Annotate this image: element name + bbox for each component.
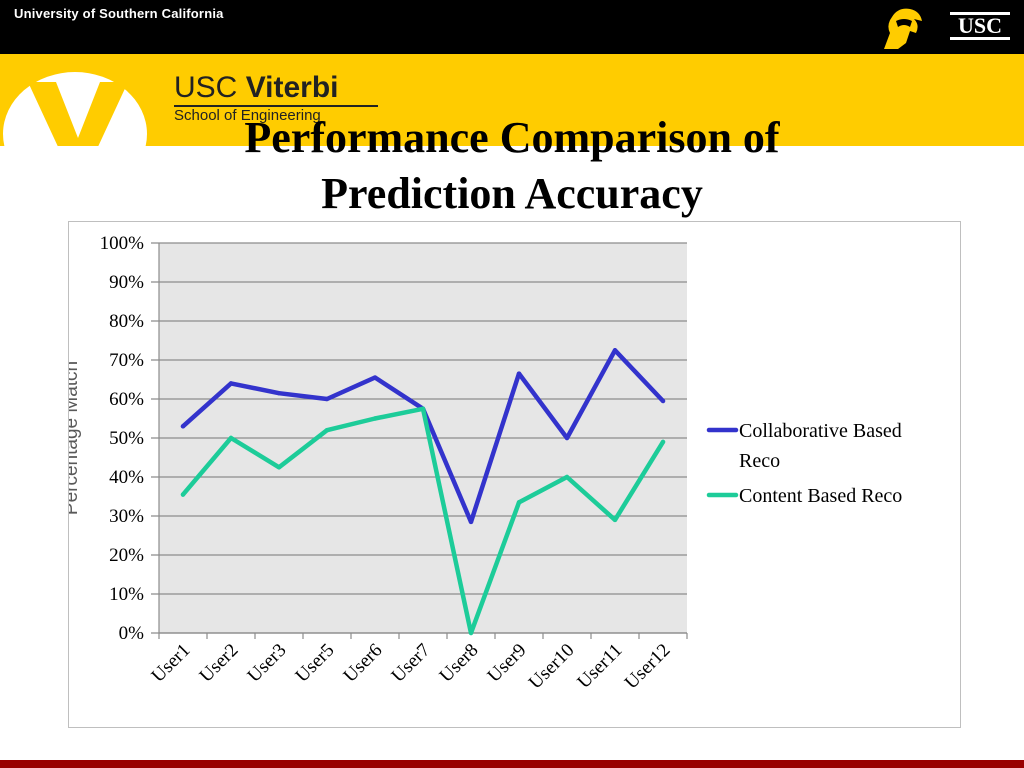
v-logo-icon <box>3 72 147 146</box>
data-point <box>660 439 666 445</box>
data-point <box>372 416 378 421</box>
x-tick-label: User1 <box>148 640 195 687</box>
x-tick-label: User6 <box>340 640 387 687</box>
footer-bar <box>0 760 1024 768</box>
viterbi-school-text: School of Engineering <box>174 107 321 124</box>
data-point <box>324 428 330 433</box>
data-point <box>564 474 570 480</box>
y-tick-label: 90% <box>109 272 144 293</box>
data-point <box>564 435 570 441</box>
data-point <box>324 396 330 402</box>
data-point <box>180 492 186 497</box>
data-point <box>660 398 666 404</box>
legend-label: Reco <box>739 450 780 472</box>
chart-frame: 0% 10% 20% 30% 40% 50% 60% 70% 80% 90% 100% User1 Us… <box>68 221 961 728</box>
header-band <box>0 54 1024 146</box>
data-point <box>516 500 522 505</box>
data-point <box>468 630 474 636</box>
header-bar: University of Southern California USC <box>0 0 1024 54</box>
y-tick-label: 80% <box>109 311 144 332</box>
viterbi-logo: USC Viterbi School of Engineering <box>174 72 384 132</box>
x-tick-label: User8 <box>436 640 483 687</box>
data-point <box>372 375 378 380</box>
data-point <box>612 348 618 353</box>
y-tick-label: 70% <box>109 350 144 371</box>
y-tick-label: 40% <box>109 467 144 488</box>
slide-title: Performance Comparison of Prediction Acc… <box>0 110 1024 222</box>
x-tick-label: User2 <box>196 640 243 687</box>
x-tick-label: User9 <box>484 640 531 687</box>
y-tick-label: 10% <box>109 584 144 605</box>
data-point <box>516 371 522 376</box>
trojan-helmet-icon <box>884 8 922 49</box>
legend-label: Content Based Reco <box>739 485 902 507</box>
x-tick-label: User3 <box>244 640 291 687</box>
viterbi-usc-text: USC <box>174 71 238 104</box>
y-tick-label: 50% <box>109 428 144 449</box>
x-tick-label: User10 <box>525 640 579 694</box>
viterbi-rule <box>174 105 378 107</box>
x-tick-label: User11 <box>573 640 626 693</box>
data-point <box>276 390 282 396</box>
x-tick-label: User7 <box>388 640 435 687</box>
y-tick-label: 20% <box>109 545 144 566</box>
slide-title-line1: Performance Comparison of <box>244 113 780 162</box>
data-point <box>228 381 234 386</box>
data-point <box>420 406 426 411</box>
x-tick-label: User12 <box>621 640 675 694</box>
data-point <box>612 517 618 523</box>
data-point <box>180 424 186 429</box>
y-tick-label: 0% <box>119 623 145 644</box>
y-tick-label: 100% <box>100 233 145 254</box>
x-tick-label: User5 <box>292 640 339 687</box>
university-name: University of Southern California <box>14 6 224 21</box>
usc-logo: USC <box>950 12 1010 40</box>
y-axis-title: Percentage Match <box>69 361 82 515</box>
line-chart: 0%10%20%30%40%50%60%70%80%90%100%User1 Us… <box>69 233 902 694</box>
data-point <box>276 465 282 470</box>
slide-title-line2: Prediction Accuracy <box>321 169 703 218</box>
viterbi-name-text: Viterbi <box>245 71 339 104</box>
y-tick-label: 60% <box>109 389 144 410</box>
data-point <box>228 435 234 441</box>
y-tick-label: 30% <box>109 506 144 527</box>
data-point <box>468 519 474 525</box>
legend-label: Collaborative Based <box>739 420 902 442</box>
